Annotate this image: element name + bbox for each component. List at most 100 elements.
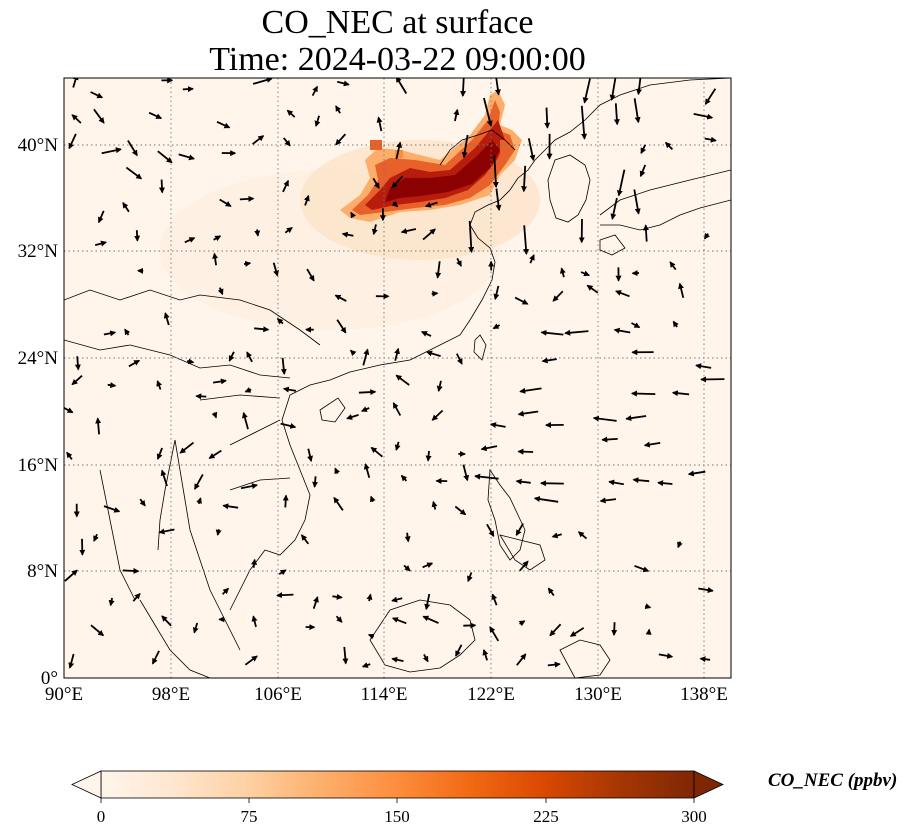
wind-arrow: [196, 497, 202, 505]
wind-arrow: [307, 448, 313, 462]
wind-arrow: [312, 476, 319, 488]
wind-arrow: [369, 495, 376, 503]
wind-arrow: [243, 260, 252, 267]
wind-arrow: [134, 230, 141, 242]
wind-arrow: [515, 478, 531, 485]
wind-arrow: [608, 479, 624, 486]
wind-vectors: [64, 78, 725, 669]
wind-arrow: [580, 105, 588, 140]
wind-arrow: [630, 390, 656, 397]
wind-arrow: [157, 150, 173, 164]
wind-arrow: [286, 109, 296, 118]
wind-arrow: [391, 596, 403, 603]
wind-arrow: [128, 359, 141, 368]
colorbar-tick-label: 75: [241, 807, 258, 826]
wind-arrow: [704, 88, 717, 105]
wind-arrow: [360, 406, 370, 412]
wind-arrow: [278, 569, 287, 576]
wind-arrow: [615, 290, 630, 298]
wind-arrow: [586, 284, 599, 294]
wind-arrow: [611, 622, 618, 636]
wind-arrow: [158, 528, 175, 535]
wind-arrow: [516, 653, 527, 666]
wind-arrow: [93, 108, 105, 124]
wind-arrow: [495, 188, 502, 211]
wind-arrow: [71, 114, 82, 124]
lon-tick-label: 122°E: [467, 684, 515, 705]
wind-arrow: [349, 349, 357, 357]
wind-arrow: [280, 357, 287, 375]
wind-arrow: [124, 328, 131, 336]
wind-arrow: [693, 113, 714, 120]
wind-arrow: [633, 189, 641, 215]
wind-arrow: [122, 567, 140, 574]
wind-arrow: [460, 78, 467, 97]
colorbar-label: CO_NEC (ppbv): [768, 770, 898, 791]
wind-arrow: [64, 569, 78, 582]
wind-arrow: [156, 447, 163, 460]
wind-arrow: [422, 228, 436, 241]
wind-arrow: [370, 446, 383, 458]
wind-arrow: [108, 597, 115, 607]
wind-arrow: [664, 141, 674, 151]
wind-arrow: [632, 477, 650, 484]
wind-arrow: [633, 98, 641, 124]
wind-arrow: [494, 78, 501, 96]
wind-arrow: [431, 290, 439, 297]
wind-arrow: [161, 615, 172, 627]
wind-arrow: [122, 201, 130, 213]
wind-arrow: [251, 615, 258, 628]
wind-arrow: [467, 572, 473, 583]
lat-tick-label: 16°N: [18, 455, 59, 476]
lat-tick-label: 0°: [41, 668, 58, 689]
wind-arrow: [699, 656, 711, 663]
wind-arrow: [491, 593, 498, 606]
wind-arrow: [280, 422, 297, 429]
wind-arrow: [358, 389, 377, 396]
wind-arrow: [311, 85, 319, 97]
wind-arrow: [486, 523, 495, 537]
lat-tick-label: 32°N: [18, 241, 59, 262]
wind-arrow: [391, 617, 407, 625]
wind-arrow: [139, 498, 146, 507]
wind-arrow: [643, 441, 661, 448]
wind-arrow: [335, 133, 347, 146]
wind-arrow: [625, 415, 647, 422]
wind-arrow: [208, 449, 222, 459]
wind-arrow: [282, 179, 290, 193]
wind-arrow: [103, 330, 117, 337]
wind-arrow: [420, 330, 432, 337]
wind-arrow: [334, 467, 340, 475]
wind-arrow: [391, 656, 404, 663]
wind-arrow: [454, 644, 463, 657]
wind-arrow: [306, 268, 315, 282]
wind-arrow: [677, 541, 683, 549]
wind-arrow: [151, 650, 160, 665]
wind-arrow: [272, 262, 279, 277]
wind-arrow: [671, 390, 690, 397]
coastlines: [64, 78, 731, 678]
wind-arrow: [363, 463, 371, 479]
wind-arrow: [395, 78, 408, 94]
wind-arrow: [367, 633, 375, 640]
wind-arrow: [703, 232, 710, 240]
wind-arrow: [125, 166, 143, 180]
wind-arrow: [127, 140, 138, 157]
wind-arrow: [361, 662, 371, 668]
wind-arrow: [178, 153, 195, 161]
wind-arrow: [492, 323, 501, 330]
wind-arrow: [424, 593, 431, 611]
wind-arrow: [362, 348, 370, 366]
wind-arrow: [101, 147, 122, 155]
wind-arrow: [254, 326, 270, 333]
wind-arrow: [422, 615, 439, 624]
wind-arrow: [489, 626, 500, 642]
wind-arrow: [239, 195, 255, 202]
wind-arrow: [547, 661, 561, 668]
wind-arrow: [282, 386, 297, 393]
lon-tick-label: 138°E: [680, 684, 728, 705]
wind-arrow: [547, 587, 555, 597]
wind-arrow: [514, 296, 529, 305]
wind-arrow: [552, 290, 564, 302]
wind-arrow: [184, 237, 196, 244]
